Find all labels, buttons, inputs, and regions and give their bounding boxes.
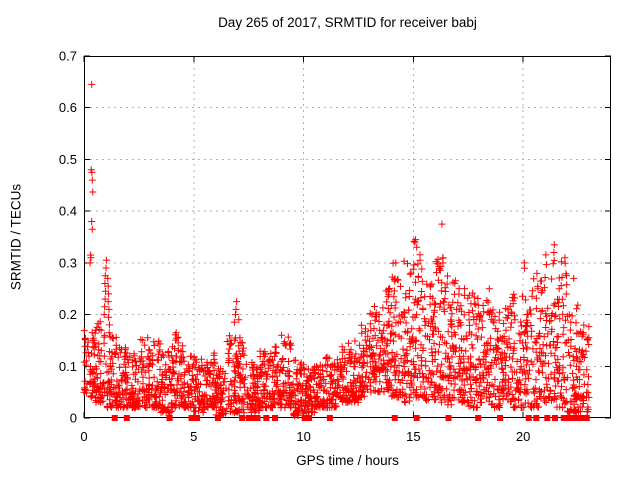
y-tick-label: 0.7 xyxy=(59,49,77,64)
chart-title: Day 265 of 2017, SRMTID for receiver bab… xyxy=(218,15,477,30)
y-tick-label: 0.6 xyxy=(59,100,77,115)
y-tick-label: 0.2 xyxy=(59,307,77,322)
y-tick-label: 0 xyxy=(70,411,77,426)
y-tick-label: 0.3 xyxy=(59,255,77,270)
x-tick-label: 15 xyxy=(406,429,420,444)
x-tick-label: 0 xyxy=(80,429,87,444)
x-tick-label: 10 xyxy=(296,429,310,444)
y-tick-label: 0.1 xyxy=(59,359,77,374)
y-tick-label: 0.4 xyxy=(59,204,77,219)
x-axis-label: GPS time / hours xyxy=(296,453,399,468)
x-tick-label: 20 xyxy=(516,429,530,444)
plot-border xyxy=(84,56,611,418)
x-tick-label: 5 xyxy=(190,429,197,444)
data-points-plus xyxy=(80,80,593,420)
grid-lines xyxy=(84,56,611,418)
y-tick-label: 0.5 xyxy=(59,152,77,167)
y-axis-label: SRMTID / TECUs xyxy=(8,183,24,291)
